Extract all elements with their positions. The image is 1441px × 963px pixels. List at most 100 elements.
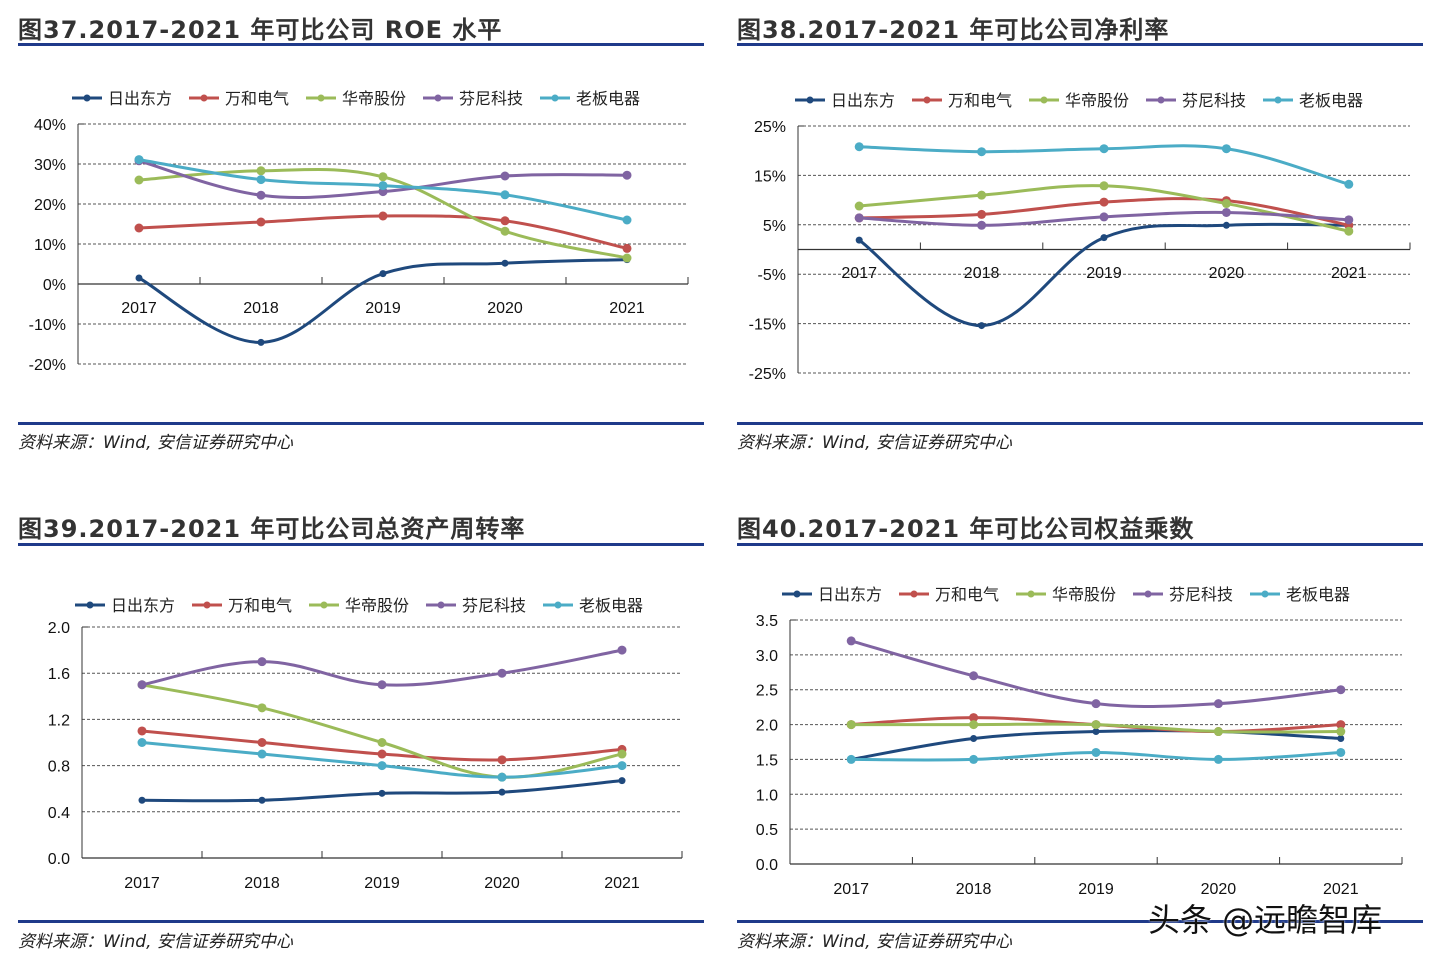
asset-turnover-chart: 2.0 1.6 1.2 0.8 0.4 0.0 2017 2018 2019 2020 2021 日出… [48, 596, 683, 892]
legend-item: 万和电气 [189, 89, 289, 108]
data-point [1100, 234, 1108, 242]
legend-label: 日出东方 [818, 585, 882, 604]
data-point [256, 217, 266, 227]
legend-label: 日出东方 [831, 91, 895, 110]
legend-label: 万和电气 [948, 91, 1012, 110]
legend-item: 华帝股份 [309, 596, 409, 615]
figure-title: 图37.2017-2021 年可比公司 ROE 水平 [18, 16, 503, 44]
data-point [854, 142, 864, 152]
data-point [854, 213, 864, 223]
legend-item: 日出东方 [72, 89, 172, 108]
data-point [257, 338, 265, 346]
legend-item: 老板电器 [1250, 585, 1350, 604]
data-point [500, 190, 510, 200]
y-tick-label: 0.5 [756, 822, 778, 839]
data-point [1213, 754, 1223, 764]
x-tick-label: 2021 [1323, 881, 1359, 898]
data-point [500, 171, 510, 181]
legend-swatch-marker [437, 601, 445, 609]
data-point [134, 175, 144, 185]
data-point [258, 796, 266, 804]
title-rule [737, 43, 1423, 46]
y-tick-label: 2.0 [756, 718, 778, 735]
legend-item: 日出东方 [795, 91, 895, 110]
data-point [378, 211, 388, 221]
title-rule [737, 543, 1423, 546]
data-point [1221, 199, 1231, 209]
data-point [257, 703, 267, 713]
legend-swatch-marker [1157, 96, 1165, 104]
legend-label: 万和电气 [228, 596, 292, 615]
series-line [849, 639, 1343, 709]
data-point [846, 720, 856, 730]
y-tick-label: -5% [758, 267, 786, 284]
data-point [377, 761, 387, 771]
data-point [377, 749, 387, 759]
x-tick-label: 2018 [243, 300, 279, 317]
data-point [138, 796, 146, 804]
y-tick-label: 1.2 [48, 712, 70, 729]
y-tick-label: 5% [763, 218, 786, 235]
legend-label: 华帝股份 [1052, 585, 1116, 604]
y-tick-label: 25% [754, 119, 786, 136]
x-tick-label: 2019 [365, 300, 401, 317]
title-rule [18, 43, 704, 46]
data-point [617, 761, 627, 771]
data-point [1222, 221, 1230, 229]
x-tick-label: 2020 [1209, 265, 1245, 282]
x-tick-label: 2018 [956, 881, 992, 898]
legend-item: 华帝股份 [1016, 585, 1116, 604]
x-tick-label: 2019 [1078, 881, 1114, 898]
legend-label: 芬尼科技 [1182, 91, 1246, 110]
data-point [969, 754, 979, 764]
legend-label: 华帝股份 [345, 596, 409, 615]
legend-label: 日出东方 [108, 89, 172, 108]
x-tick-label: 2018 [964, 265, 1000, 282]
data-point [969, 713, 979, 723]
y-tick-label: 15% [754, 168, 786, 185]
data-point [377, 680, 387, 690]
y-tick-label: -10% [29, 317, 66, 334]
x-tick-label: 2021 [609, 300, 645, 317]
data-point [256, 175, 266, 185]
y-tick-label: 0.8 [48, 759, 70, 776]
legend-swatch-marker [551, 94, 559, 102]
data-point [1099, 197, 1109, 207]
data-point [846, 636, 856, 646]
y-tick-label: 0% [43, 277, 66, 294]
data-point [1336, 720, 1346, 730]
legend-swatch-marker [1144, 590, 1152, 598]
legend-label: 华帝股份 [342, 89, 406, 108]
x-tick-label: 2021 [604, 875, 640, 892]
data-point [257, 738, 267, 747]
legend-swatch-marker [1040, 96, 1048, 104]
x-tick-label: 2020 [1201, 881, 1237, 898]
data-point [501, 259, 509, 267]
data-point [622, 215, 632, 225]
data-point [1091, 747, 1101, 757]
data-point [500, 226, 510, 236]
legend-item: 老板电器 [540, 89, 640, 108]
x-tick-label: 2020 [487, 300, 523, 317]
data-point [257, 657, 267, 667]
data-point [137, 738, 147, 747]
source-note: 资料来源：Wind, 安信证券研究中心 [18, 932, 293, 952]
legend-swatch-marker [806, 96, 814, 104]
y-tick-label: 2.0 [48, 620, 70, 637]
net-margin-chart: 25% 15% 5% -5% -15% -25% 2017 2018 2019 2020 2021 日… [749, 91, 1411, 383]
data-point [617, 749, 627, 759]
legend-swatch-marker [1261, 590, 1269, 598]
data-point [970, 735, 978, 743]
roe-chart: 40% 30% 20% 10% 0% -10% -20% 2017 2018 2019 2020 20… [29, 89, 689, 374]
legend-item: 老板电器 [1263, 91, 1363, 110]
legend-label: 老板电器 [576, 89, 640, 108]
data-point [969, 671, 979, 681]
figure-title: 图38.2017-2021 年可比公司净利率 [737, 16, 1170, 44]
legend-item: 芬尼科技 [1133, 585, 1233, 604]
data-point [378, 181, 388, 191]
x-tick-label: 2017 [833, 881, 869, 898]
source-note: 资料来源：Wind, 安信证券研究中心 [18, 433, 293, 453]
legend-swatch-marker [203, 601, 211, 609]
legend-swatch-marker [434, 94, 442, 102]
x-tick-label: 2017 [841, 265, 877, 282]
